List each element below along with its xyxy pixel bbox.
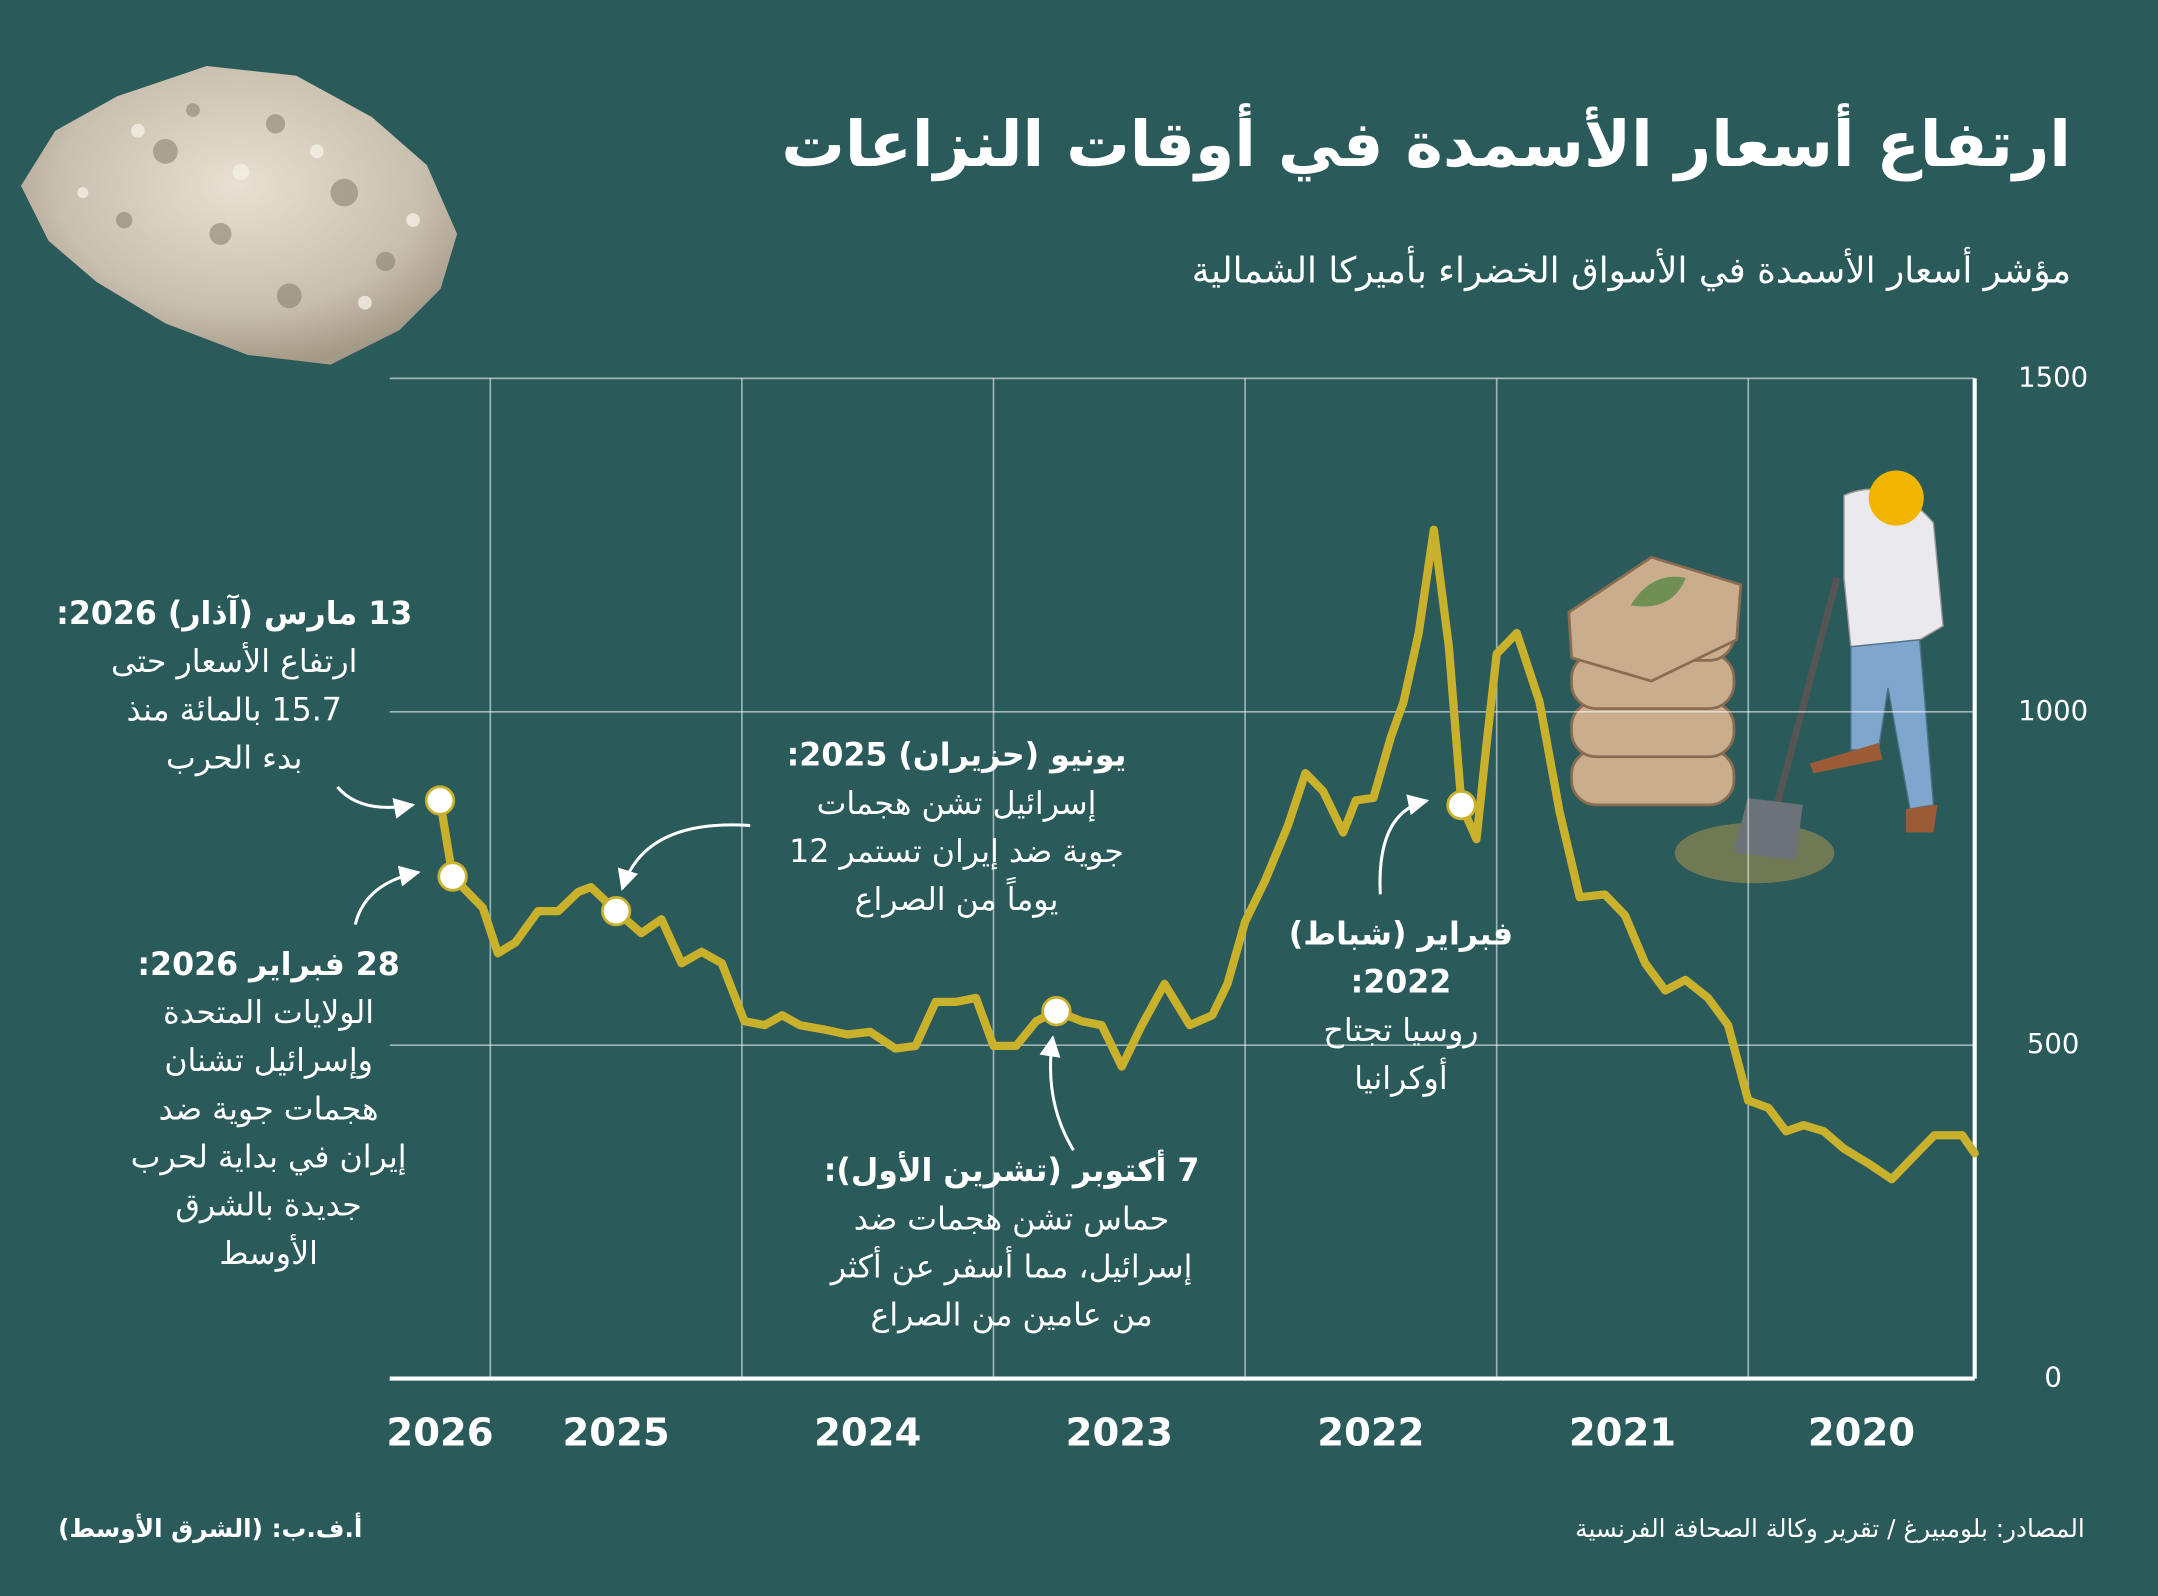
annotation-text: إيران في بداية لحرب <box>131 1139 407 1175</box>
annotation-heading: يونيو (حزيران) 2025: <box>787 738 1127 774</box>
event-marker <box>424 785 456 816</box>
worker-illustration <box>1567 470 1944 884</box>
annotation-text: بدء الحرب <box>166 740 302 776</box>
event-marker <box>1446 790 1477 821</box>
x-tick-label: 2025 <box>563 1411 670 1456</box>
fertilizer-illustration <box>20 66 458 365</box>
annotation-text: حماس تشن هجمات ضد <box>854 1201 1170 1237</box>
source: المصادر: بلومبيرغ / تقرير وكالة الصحافة … <box>1575 1514 2085 1543</box>
event-marker <box>1041 996 1072 1027</box>
credit: أ.ف.ب: (الشرق الأوسط) <box>58 1512 362 1544</box>
y-tick-label: 1500 <box>2018 361 2088 393</box>
boot <box>1809 742 1883 774</box>
annotation-text: وإسرائيل تشنان <box>164 1043 373 1079</box>
annotation-text: يوماً من الصراع <box>855 876 1059 918</box>
annotation-text: جوية ضد إيران تستمر 12 <box>789 834 1124 870</box>
pile <box>20 66 458 365</box>
x-tick-label: 2024 <box>814 1411 921 1456</box>
shovel-handle <box>1771 576 1841 813</box>
annotation-text: هجمات جوية ضد <box>159 1091 379 1127</box>
annotation-text: جديدة بالشرق <box>175 1188 361 1224</box>
chart-subtitle: مؤشر أسعار الأسمدة في الأسواق الخضراء بأ… <box>1192 245 2071 291</box>
y-tick-label: 500 <box>2027 1028 2079 1060</box>
x-tick-label: 2026 <box>386 1411 493 1456</box>
x-tick-label: 2022 <box>1317 1411 1424 1456</box>
x-tick-label: 2020 <box>1808 1411 1915 1456</box>
pile-texture <box>115 103 396 309</box>
helmet <box>1868 470 1924 526</box>
y-tick-label: 1000 <box>2018 695 2088 727</box>
annotation-arrow <box>617 823 751 891</box>
annotation-heading: 2022: <box>1351 965 1452 1001</box>
y-tick-label: 0 <box>2044 1362 2062 1394</box>
chart-title: ارتفاع أسعار الأسمدة في أوقات النزاعات <box>781 103 2071 182</box>
event-marker <box>600 896 632 927</box>
annotation-text: روسيا تجتاح <box>1323 1013 1478 1049</box>
annotation-text: أوكرانيا <box>1354 1057 1447 1097</box>
bags <box>1567 555 1743 807</box>
annotation-text: إسرائيل، مما أسفر عن أكثر <box>829 1246 1193 1286</box>
annotation-heading: 7 أكتوبر (تشرين الأول): <box>824 1150 1200 1189</box>
annotation-heading: فبراير (شباط) <box>1289 917 1513 953</box>
annotation-heading: 13 مارس (آذار) 2026: <box>56 593 412 632</box>
x-tick-label: 2021 <box>1569 1411 1676 1456</box>
pile-highlights <box>77 123 420 310</box>
annotation-arrow <box>336 785 416 819</box>
annotation-arrow <box>353 865 421 925</box>
bag-logo <box>1630 576 1686 607</box>
annotation-text: ارتفاع الأسعار حتى <box>111 641 357 680</box>
annotation-heading: 28 فبراير 2026: <box>137 947 399 983</box>
annotation-arrow <box>1039 1035 1075 1152</box>
annotation-text: الأوسط <box>219 1233 318 1272</box>
price-line <box>435 525 1979 1184</box>
annotation-arrow <box>1378 794 1430 895</box>
boot <box>1905 804 1938 833</box>
x-tick-label: 2023 <box>1066 1411 1173 1456</box>
annotation-text: إسرائيل تشن هجمات <box>817 786 1097 822</box>
event-marker <box>437 861 468 892</box>
annotation-text: من عامين من الصراع <box>870 1298 1152 1334</box>
annotation-text: 15.7 بالمائة منذ <box>127 692 342 728</box>
annotation-text: الولايات المتحدة <box>163 995 374 1031</box>
shovel-blade <box>1733 798 1803 860</box>
